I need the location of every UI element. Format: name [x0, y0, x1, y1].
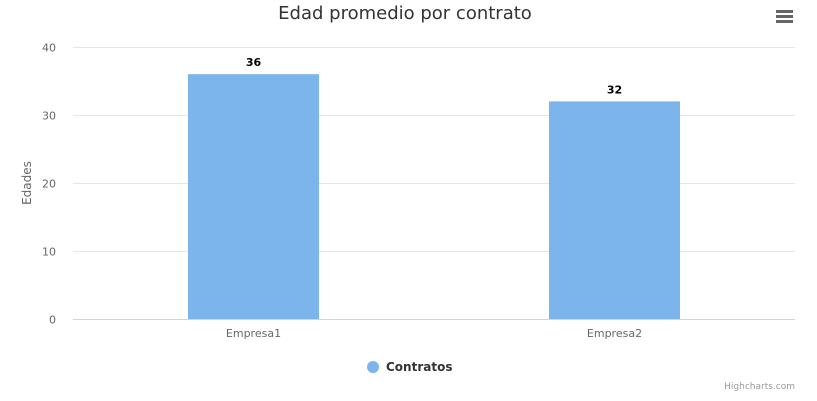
data-label: 36 — [246, 56, 262, 69]
x-tick-label: Empresa1 — [226, 327, 281, 340]
y-tick-label: 0 — [49, 314, 56, 327]
y-tick-label: 30 — [42, 110, 56, 123]
bars — [188, 74, 680, 320]
credits-link[interactable]: Highcharts.com — [724, 382, 795, 392]
data-labels: 36 32 — [246, 56, 622, 96]
data-label: 32 — [607, 83, 622, 96]
x-tick-label: Empresa2 — [587, 327, 642, 340]
legend-item[interactable]: Contratos — [367, 360, 452, 374]
bar-empresa2[interactable] — [549, 101, 680, 320]
chart-title: Edad promedio por contrato — [278, 3, 532, 24]
menu-line-3 — [776, 20, 793, 23]
y-axis-title: Edades — [20, 161, 34, 205]
bar-empresa1[interactable] — [188, 74, 319, 319]
y-tick-label: 10 — [42, 246, 56, 259]
menu-button[interactable] — [772, 8, 796, 26]
x-axis-tick-labels: Empresa1 Empresa2 — [226, 327, 642, 340]
y-axis-tick-labels: 0 10 20 30 40 — [42, 42, 56, 327]
menu-line-2 — [776, 15, 793, 18]
y-tick-label: 40 — [42, 42, 56, 55]
legend-label[interactable]: Contratos — [386, 360, 452, 374]
grid-lines — [73, 47, 795, 320]
y-tick-label: 20 — [42, 178, 56, 191]
legend-marker — [367, 361, 379, 373]
menu-line-1 — [776, 10, 793, 13]
